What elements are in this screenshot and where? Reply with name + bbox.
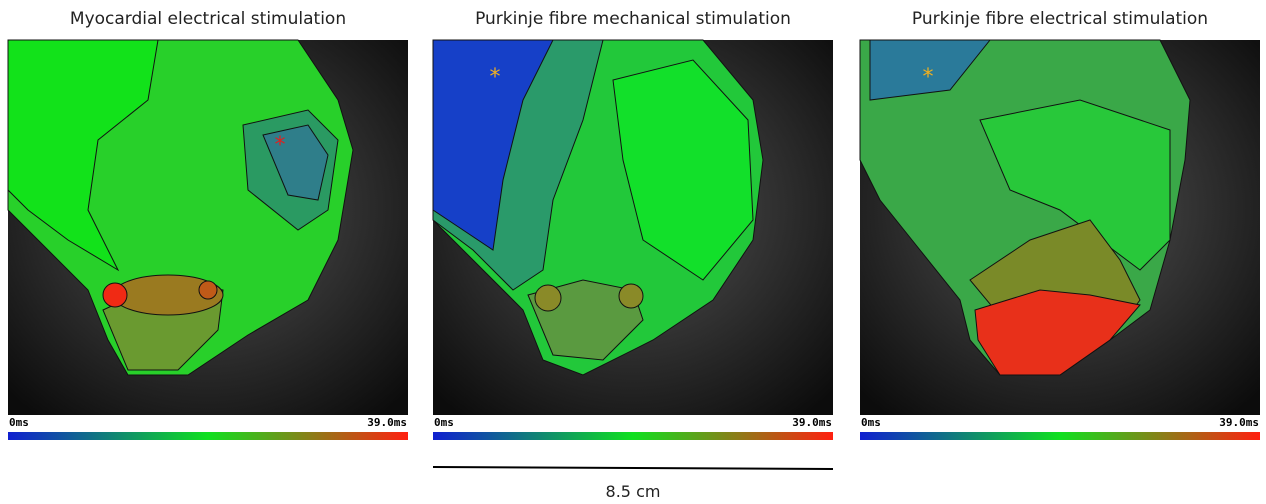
panel: * 0ms 39.0ms [860, 40, 1260, 440]
panel-title: Purkinje fibre electrical stimulation [912, 9, 1208, 29]
colorbar [8, 432, 408, 440]
figure: * 0ms 39.0ms Myocardial electrical stimu… [0, 0, 1266, 504]
colorbar [860, 432, 1260, 440]
colorbar-min-label: 0ms [861, 416, 881, 429]
colorbar-max-label: 39.0ms [792, 416, 832, 429]
activation-region [103, 283, 127, 307]
stimulus-marker: * [923, 65, 934, 90]
colorbar-min-label: 0ms [9, 416, 29, 429]
stimulus-marker: * [275, 133, 286, 158]
colorbar-max-label: 39.0ms [367, 416, 407, 429]
panel-title: Myocardial electrical stimulation [70, 9, 346, 29]
panel: * 0ms 39.0ms [8, 40, 408, 440]
colorbar-max-label: 39.0ms [1219, 416, 1259, 429]
activation-region [535, 285, 561, 311]
panel: * 0ms 39.0ms [433, 40, 833, 440]
panel-title: Purkinje fibre mechanical stimulation [475, 9, 791, 29]
colorbar [433, 432, 833, 440]
activation-region [199, 281, 217, 299]
scale-bar [433, 467, 833, 469]
activation-region [619, 284, 643, 308]
scale-bar-label: 8.5 cm [606, 482, 661, 501]
colorbar-min-label: 0ms [434, 416, 454, 429]
stimulus-marker: * [490, 65, 501, 90]
